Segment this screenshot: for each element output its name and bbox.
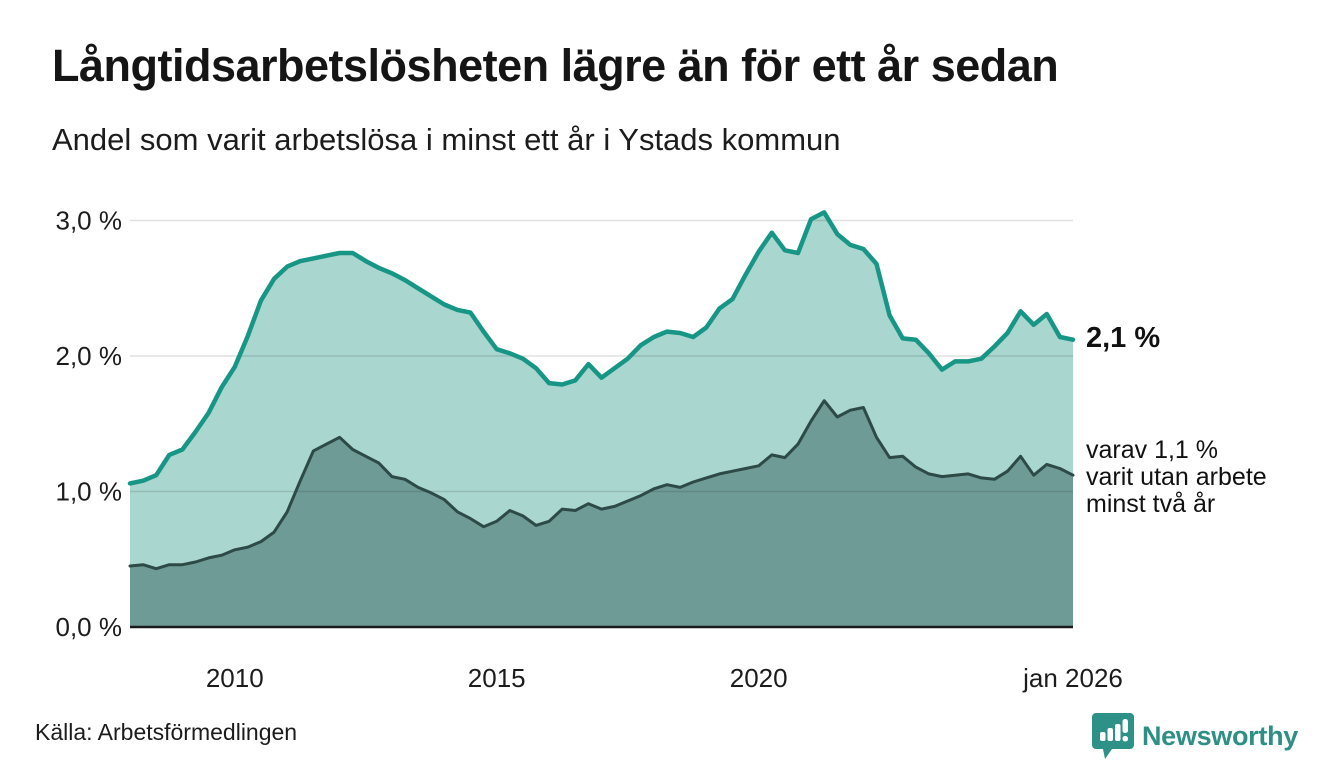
logo-exclamation-dot xyxy=(1122,736,1128,742)
logo-exclamation-bar xyxy=(1122,719,1128,733)
x-tick-label: 2015 xyxy=(468,663,526,693)
x-tick-label: jan 2026 xyxy=(1022,663,1123,693)
y-tick-label: 2,0 % xyxy=(56,341,123,371)
y-tick-label: 1,0 % xyxy=(56,477,123,507)
logo-bar-3 xyxy=(1114,724,1121,741)
line-two-years xyxy=(128,399,1075,571)
x-tick-label: 2010 xyxy=(206,663,264,693)
x-tick-label: 2020 xyxy=(730,663,788,693)
newsworthy-branding: Newsworthy xyxy=(1091,711,1298,761)
newsworthy-wordmark: Newsworthy xyxy=(1141,720,1298,751)
logo-bar-1 xyxy=(1099,732,1106,741)
end-label-line-2: varit utan arbete xyxy=(1086,463,1267,491)
newsworthy-logo-icon xyxy=(1091,713,1134,759)
page-title: Långtidsarbetslösheten lägre än för ett … xyxy=(52,40,1059,91)
end-label-line-3: minst två år xyxy=(1086,490,1216,518)
line-one-year xyxy=(127,210,1076,486)
source-note: Källa: Arbetsförmedlingen xyxy=(35,719,298,745)
series-end-label-one-year: 2,1 % xyxy=(1086,322,1161,354)
y-tick-label: 0,0 % xyxy=(56,612,123,642)
y-tick-label: 3,0 % xyxy=(56,206,123,236)
logo-bar-2 xyxy=(1107,728,1113,741)
end-label-line-1: varav 1,1 % xyxy=(1086,436,1219,464)
page-subtitle: Andel som varit arbetslösa i minst ett å… xyxy=(52,122,841,157)
series-end-label-two-years: varav 1,1 % varit utan arbete minst två … xyxy=(1086,437,1267,518)
